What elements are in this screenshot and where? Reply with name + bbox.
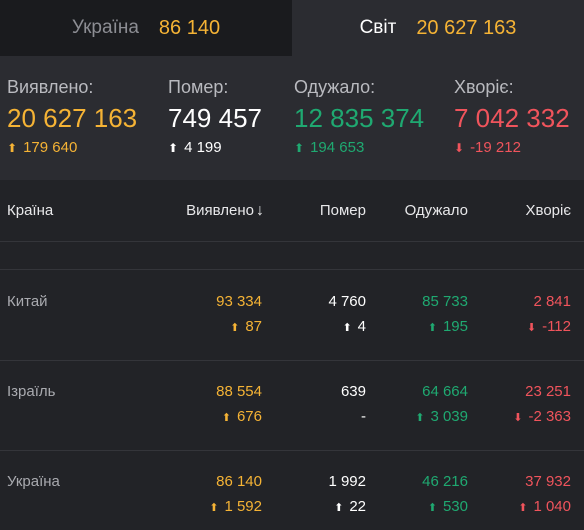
- sick-value: 37 932: [525, 473, 571, 490]
- recovered-delta: ⬆ 3 039: [415, 408, 468, 425]
- arrow-up-icon: ⬆: [518, 502, 528, 514]
- sick-delta: ⬇ -112: [527, 318, 571, 335]
- deaths-delta: ⬆ 22: [334, 498, 366, 515]
- deaths-delta-value: 22: [349, 498, 366, 515]
- header-recovered[interactable]: Одужало: [404, 202, 468, 219]
- arrow-up-icon: ⬆: [7, 141, 18, 155]
- recovered-value: 85 733: [422, 293, 468, 310]
- arrow-up-icon: ⬆: [294, 141, 305, 155]
- table-header: Країна Виявлено ↓ Помер Одужало Хворіє: [0, 180, 584, 242]
- sick-delta-value: -2 363: [528, 408, 571, 425]
- header-sick[interactable]: Хворіє: [525, 202, 571, 219]
- deaths-delta: ⬆ 4: [342, 318, 366, 335]
- arrow-up-icon: ⬆: [230, 322, 240, 334]
- tab-world[interactable]: Світ 20 627 163: [292, 0, 584, 56]
- confirmed-delta: ⬆ 87: [230, 318, 262, 335]
- deaths-value: 639: [340, 383, 366, 400]
- stat-recovered: Одужало: 12 835 374 ⬆ 194 653: [294, 76, 424, 158]
- deaths-value: 4 760: [328, 293, 366, 310]
- stat-deaths-delta: ⬆ 4 199: [168, 138, 262, 158]
- country-name: Україна: [7, 473, 60, 490]
- stat-deaths-label: Помер:: [168, 77, 229, 97]
- arrow-up-icon: ⬆: [427, 502, 437, 514]
- confirmed-value: 93 334: [216, 293, 262, 310]
- confirmed-value: 88 554: [216, 383, 262, 400]
- recovered-value: 46 216: [422, 473, 468, 490]
- stat-confirmed-delta-value: 179 640: [23, 139, 78, 156]
- header-confirmed[interactable]: Виявлено ↓: [186, 180, 264, 242]
- table-row[interactable]: Україна 86 140 ⬆ 1 592 1 992 ⬆ 22 46 216 ⬆…: [0, 451, 584, 530]
- stat-confirmed-value: 20 627 163: [7, 103, 138, 133]
- sick-value: 2 841: [533, 293, 571, 310]
- world-summary: Виявлено: 20 627 163 ⬆ 179 640 Помер: 74…: [0, 56, 584, 180]
- header-country[interactable]: Країна: [7, 202, 54, 219]
- recovered-delta-value: 195: [442, 318, 468, 335]
- stat-sick-delta: ⬇ -19 212: [454, 138, 570, 158]
- stat-confirmed-delta: ⬆ 179 640: [7, 138, 137, 158]
- stat-recovered-delta-value: 194 653: [310, 139, 365, 156]
- deaths-delta: -: [361, 408, 366, 425]
- sick-delta-value: 1 040: [533, 498, 571, 515]
- country-name: Китай: [7, 293, 48, 310]
- recovered-delta: ⬆ 530: [428, 498, 468, 515]
- tab-world-count: 20 627 163: [416, 16, 517, 39]
- recovered-delta-value: 530: [442, 498, 468, 515]
- header-deaths[interactable]: Помер: [319, 202, 366, 219]
- stat-recovered-delta: ⬆ 194 653: [294, 138, 424, 158]
- table-row[interactable]: Китай 93 334 ⬆ 87 4 760 ⬆ 4 85 733 ⬆ 195 2 …: [0, 271, 584, 361]
- recovered-value: 64 664: [422, 383, 468, 400]
- arrow-up-icon: ⬆: [427, 322, 437, 334]
- arrow-down-icon: ⬇: [454, 141, 465, 155]
- stat-confirmed-label: Виявлено:: [7, 77, 94, 97]
- arrow-up-icon: ⬆: [209, 502, 219, 514]
- confirmed-delta: ⬆ 1 592: [209, 498, 262, 515]
- tab-world-label: Світ: [359, 17, 397, 38]
- stat-confirmed: Виявлено: 20 627 163 ⬆ 179 640: [7, 76, 137, 158]
- stat-deaths-value: 749 457: [168, 103, 262, 133]
- stat-sick: Хворіє: 7 042 332 ⬇ -19 212: [454, 76, 570, 158]
- confirmed-delta-value: 676: [236, 408, 262, 425]
- tab-ukraine-label: Україна: [71, 17, 139, 38]
- table-spacer-row: [0, 242, 584, 270]
- tab-ukraine[interactable]: Україна 86 140: [0, 0, 292, 56]
- arrow-up-icon: ⬆: [168, 141, 179, 155]
- region-tabs: Україна 86 140 Світ 20 627 163: [0, 0, 584, 56]
- tab-ukraine-count: 86 140: [158, 16, 221, 39]
- stat-deaths: Помер: 749 457 ⬆ 4 199: [168, 76, 262, 158]
- sort-down-icon: ↓: [256, 202, 264, 219]
- recovered-delta-value: 3 039: [430, 408, 468, 425]
- deaths-delta-value: 4: [357, 318, 366, 335]
- sick-value: 23 251: [525, 383, 571, 400]
- stat-sick-value: 7 042 332: [454, 103, 570, 133]
- confirmed-delta-value: 1 592: [224, 498, 262, 515]
- sick-delta: ⬆ 1 040: [518, 498, 571, 515]
- country-name: Ізраїль: [7, 383, 56, 400]
- sick-delta: ⬇ -2 363: [513, 408, 571, 425]
- confirmed-delta: ⬆ 676: [222, 408, 262, 425]
- arrow-up-icon: ⬆: [415, 412, 425, 424]
- stat-sick-delta-value: -19 212: [470, 139, 521, 156]
- stat-sick-label: Хворіє:: [454, 77, 514, 97]
- arrow-up-icon: ⬆: [342, 322, 352, 334]
- table-row[interactable]: Ізраїль 88 554 ⬆ 676 639 - 64 664 ⬆ 3 039 …: [0, 361, 584, 451]
- confirmed-value: 86 140: [216, 473, 262, 490]
- stat-recovered-value: 12 835 374: [294, 103, 425, 133]
- arrow-down-icon: ⬇: [513, 412, 523, 424]
- deaths-value: 1 992: [328, 473, 366, 490]
- arrow-up-icon: ⬆: [334, 502, 344, 514]
- recovered-delta: ⬆ 195: [428, 318, 468, 335]
- stat-deaths-delta-value: 4 199: [184, 139, 222, 156]
- stat-recovered-label: Одужало:: [294, 77, 376, 97]
- header-confirmed-label: Виявлено: [186, 202, 254, 219]
- sick-delta-value: -112: [542, 318, 571, 335]
- arrow-up-icon: ⬆: [221, 412, 231, 424]
- arrow-down-icon: ⬇: [526, 322, 537, 334]
- confirmed-delta-value: 87: [245, 318, 262, 335]
